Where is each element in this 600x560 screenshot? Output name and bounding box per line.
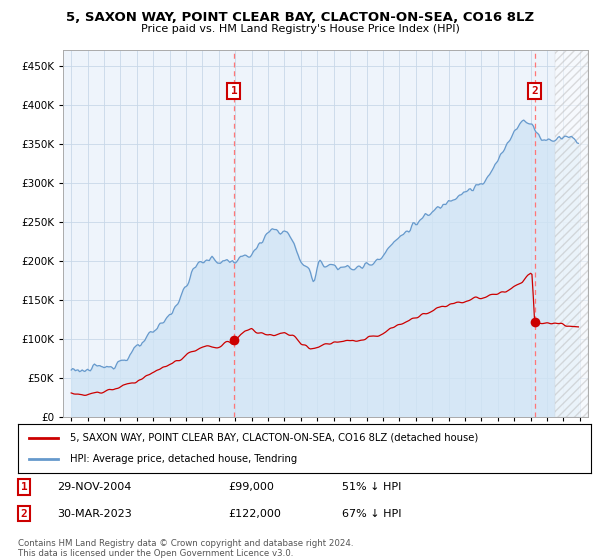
Text: 2: 2	[532, 86, 538, 96]
Text: Contains HM Land Registry data © Crown copyright and database right 2024.
This d: Contains HM Land Registry data © Crown c…	[18, 539, 353, 558]
Text: 67% ↓ HPI: 67% ↓ HPI	[342, 508, 401, 519]
Text: 5, SAXON WAY, POINT CLEAR BAY, CLACTON-ON-SEA, CO16 8LZ: 5, SAXON WAY, POINT CLEAR BAY, CLACTON-O…	[66, 11, 534, 24]
Text: HPI: Average price, detached house, Tendring: HPI: Average price, detached house, Tend…	[70, 454, 297, 464]
Text: 5, SAXON WAY, POINT CLEAR BAY, CLACTON-ON-SEA, CO16 8LZ (detached house): 5, SAXON WAY, POINT CLEAR BAY, CLACTON-O…	[70, 433, 478, 443]
Text: Price paid vs. HM Land Registry's House Price Index (HPI): Price paid vs. HM Land Registry's House …	[140, 24, 460, 34]
Text: £99,000: £99,000	[228, 482, 274, 492]
Text: 29-NOV-2004: 29-NOV-2004	[57, 482, 131, 492]
Text: 1: 1	[230, 86, 238, 96]
Text: £122,000: £122,000	[228, 508, 281, 519]
Text: 30-MAR-2023: 30-MAR-2023	[57, 508, 132, 519]
Text: 1: 1	[20, 482, 28, 492]
Text: 51% ↓ HPI: 51% ↓ HPI	[342, 482, 401, 492]
Text: 2: 2	[20, 508, 28, 519]
